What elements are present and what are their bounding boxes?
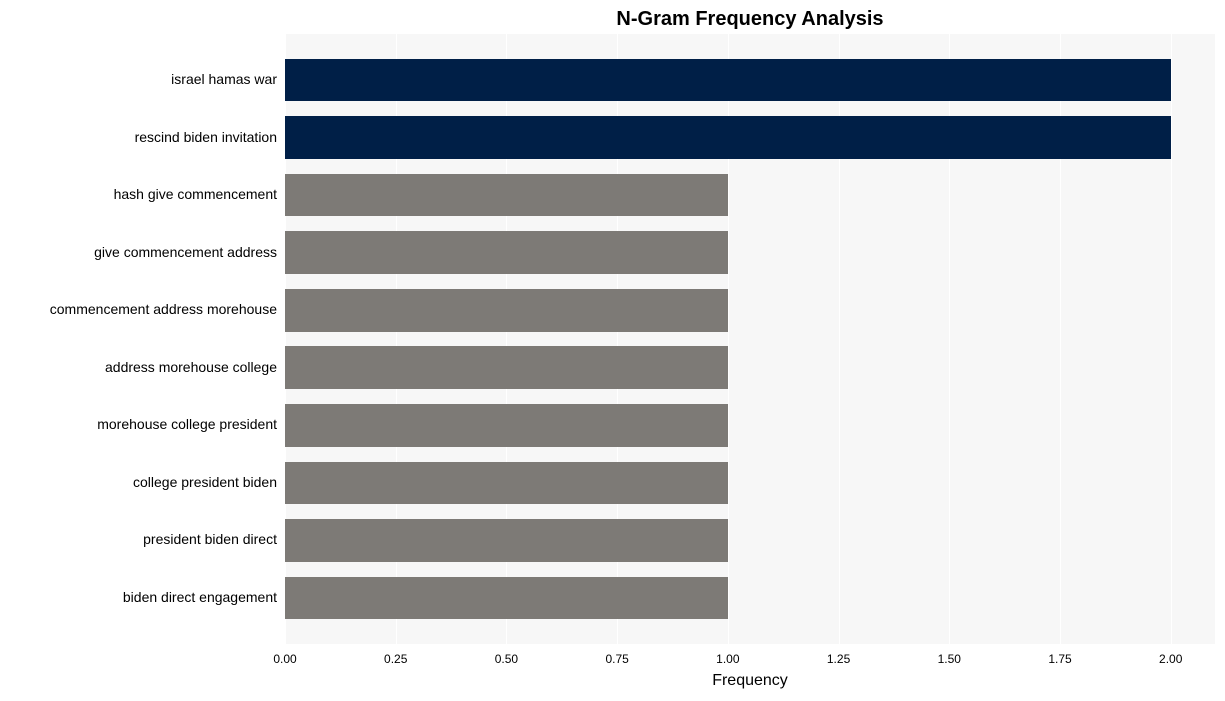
bar	[285, 404, 728, 447]
y-tick-label: give commencement address	[0, 244, 277, 260]
bar	[285, 289, 728, 332]
x-tick-label: 1.25	[827, 652, 850, 666]
x-tick-label: 0.00	[273, 652, 296, 666]
y-tick-label: president biden direct	[0, 531, 277, 547]
x-tick-label: 0.50	[495, 652, 518, 666]
x-tick-label: 0.25	[384, 652, 407, 666]
bar	[285, 462, 728, 505]
y-tick-label: morehouse college president	[0, 416, 277, 432]
y-tick-label: commencement address morehouse	[0, 301, 277, 317]
bar	[285, 519, 728, 562]
y-tick-label: address morehouse college	[0, 359, 277, 375]
gridline	[1171, 34, 1172, 644]
x-tick-label: 1.00	[716, 652, 739, 666]
bar	[285, 231, 728, 274]
plot-area	[285, 34, 1215, 644]
y-tick-label: college president biden	[0, 474, 277, 490]
bar	[285, 116, 1171, 159]
chart-title: N-Gram Frequency Analysis	[285, 8, 1215, 31]
x-tick-label: 2.00	[1159, 652, 1182, 666]
bar	[285, 59, 1171, 102]
bar	[285, 346, 728, 389]
x-tick-label: 1.75	[1048, 652, 1071, 666]
x-tick-label: 1.50	[938, 652, 961, 666]
bar	[285, 174, 728, 217]
y-tick-label: biden direct engagement	[0, 589, 277, 605]
bar	[285, 577, 728, 620]
x-tick-label: 0.75	[605, 652, 628, 666]
y-tick-label: hash give commencement	[0, 186, 277, 202]
x-axis-title: Frequency	[285, 672, 1215, 690]
y-tick-label: rescind biden invitation	[0, 129, 277, 145]
y-tick-label: israel hamas war	[0, 71, 277, 87]
